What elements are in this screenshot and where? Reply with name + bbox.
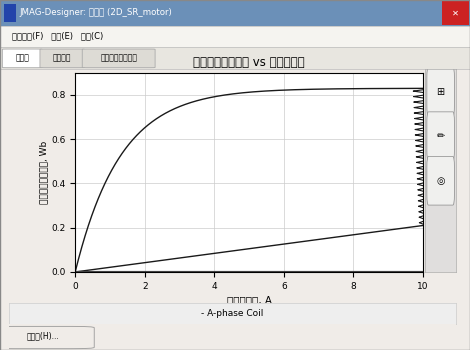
Text: ✕: ✕ bbox=[452, 8, 459, 17]
Text: ✏: ✏ bbox=[437, 131, 445, 141]
FancyBboxPatch shape bbox=[82, 49, 155, 68]
FancyBboxPatch shape bbox=[0, 326, 94, 349]
FancyBboxPatch shape bbox=[427, 156, 454, 205]
Text: - A-phase Coil: - A-phase Coil bbox=[202, 309, 264, 318]
Bar bbox=[4, 4, 16, 22]
FancyBboxPatch shape bbox=[40, 49, 85, 68]
Text: JMAG-Designer: グラフ (2D_SR_motor): JMAG-Designer: グラフ (2D_SR_motor) bbox=[20, 8, 172, 17]
Bar bbox=[442, 1, 469, 25]
X-axis label: 回路の電流, A: 回路の電流, A bbox=[227, 295, 272, 305]
FancyBboxPatch shape bbox=[427, 67, 454, 116]
Text: ⊞: ⊞ bbox=[437, 86, 445, 97]
FancyBboxPatch shape bbox=[427, 112, 454, 161]
Title: コイルの鎖交磁束 vs 回路の電流: コイルの鎖交磁束 vs 回路の電流 bbox=[193, 56, 305, 69]
Text: テーブル: テーブル bbox=[53, 53, 71, 62]
Text: ファイル(F)   編集(E)   計算(C): ファイル(F) 編集(E) 計算(C) bbox=[12, 32, 103, 41]
Text: ◎: ◎ bbox=[436, 176, 445, 186]
FancyBboxPatch shape bbox=[2, 49, 42, 68]
Text: グラフ: グラフ bbox=[16, 53, 29, 62]
Text: ヘルプ(H)...: ヘルプ(H)... bbox=[26, 332, 59, 341]
Y-axis label: コイルの鎖交磁束, Wb: コイルの鎖交磁束, Wb bbox=[39, 141, 48, 204]
Text: ラインオプション: ラインオプション bbox=[100, 53, 137, 62]
